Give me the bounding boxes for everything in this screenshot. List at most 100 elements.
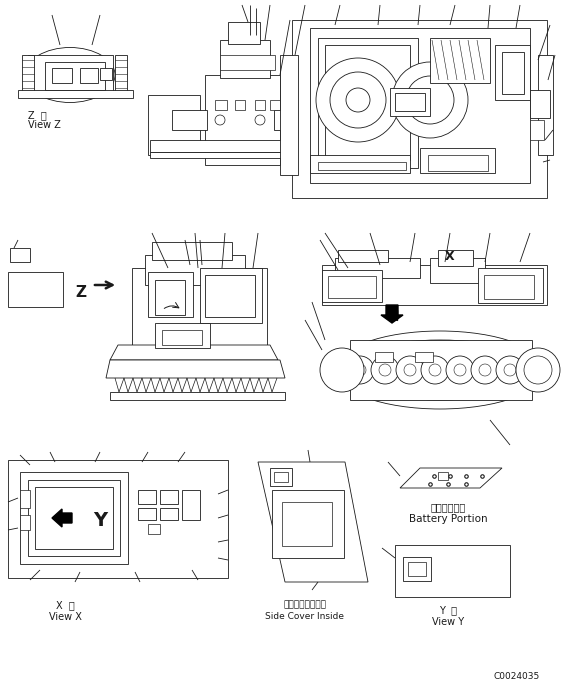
Bar: [478, 268, 543, 303]
Bar: [530, 120, 544, 140]
Bar: [52, 68, 72, 83]
Circle shape: [516, 348, 560, 392]
Text: C0024035: C0024035: [494, 672, 540, 681]
Bar: [403, 557, 431, 581]
Bar: [322, 270, 382, 302]
Bar: [150, 140, 345, 152]
Bar: [110, 392, 285, 400]
Bar: [322, 265, 547, 305]
Bar: [538, 55, 553, 155]
Circle shape: [392, 62, 468, 138]
Bar: [35, 487, 113, 549]
Bar: [335, 258, 420, 278]
Bar: [310, 28, 530, 183]
Bar: [220, 40, 270, 78]
FancyArrow shape: [381, 305, 403, 323]
Bar: [150, 152, 345, 158]
Bar: [100, 68, 112, 80]
Ellipse shape: [335, 331, 545, 409]
Circle shape: [524, 356, 552, 384]
Bar: [220, 55, 275, 70]
Bar: [20, 472, 128, 564]
Text: Z  視: Z 視: [28, 110, 47, 120]
Bar: [215, 100, 227, 110]
Bar: [28, 55, 113, 97]
Bar: [148, 272, 193, 317]
Bar: [138, 490, 156, 504]
Bar: [272, 490, 344, 558]
Bar: [502, 52, 524, 94]
Text: Y  視: Y 視: [439, 605, 457, 615]
Circle shape: [354, 364, 366, 376]
Bar: [428, 155, 488, 171]
Bar: [162, 330, 202, 345]
Bar: [292, 20, 547, 198]
Bar: [205, 75, 280, 165]
Bar: [28, 480, 120, 556]
Bar: [318, 38, 418, 168]
Circle shape: [316, 58, 400, 142]
Circle shape: [471, 356, 499, 384]
Circle shape: [346, 356, 374, 384]
Bar: [145, 255, 245, 285]
Text: View Y: View Y: [432, 617, 464, 627]
Bar: [138, 508, 156, 520]
Circle shape: [496, 356, 524, 384]
Bar: [20, 490, 30, 508]
Bar: [484, 275, 534, 299]
Bar: [310, 155, 410, 173]
Bar: [328, 276, 376, 298]
Text: バッテリー部: バッテリー部: [430, 502, 466, 512]
Bar: [438, 250, 473, 266]
Text: Y: Y: [93, 511, 107, 530]
Circle shape: [406, 76, 454, 124]
Bar: [235, 100, 245, 110]
Bar: [318, 162, 406, 170]
Circle shape: [371, 356, 399, 384]
Bar: [274, 472, 288, 482]
Bar: [390, 88, 430, 116]
Polygon shape: [106, 360, 285, 378]
Bar: [152, 242, 232, 260]
Polygon shape: [258, 462, 368, 582]
Text: X: X: [445, 250, 454, 263]
Bar: [280, 55, 298, 175]
Bar: [8, 272, 63, 307]
Text: Battery Portion: Battery Portion: [408, 514, 488, 524]
Circle shape: [215, 115, 225, 125]
Circle shape: [446, 356, 474, 384]
Text: Z: Z: [75, 285, 86, 300]
Bar: [270, 100, 280, 110]
Bar: [530, 90, 550, 118]
Text: Side Cover Inside: Side Cover Inside: [265, 612, 344, 621]
Bar: [375, 352, 393, 362]
Circle shape: [396, 356, 424, 384]
Bar: [274, 110, 309, 130]
Circle shape: [421, 356, 449, 384]
Bar: [155, 280, 185, 315]
Circle shape: [320, 348, 364, 392]
Bar: [160, 508, 178, 520]
Bar: [350, 340, 532, 400]
Text: サイドカバー内側: サイドカバー内側: [283, 600, 327, 609]
Bar: [80, 68, 98, 83]
Circle shape: [379, 364, 391, 376]
Bar: [18, 90, 133, 98]
Bar: [228, 22, 260, 44]
Circle shape: [255, 115, 265, 125]
Circle shape: [454, 364, 466, 376]
Text: View Z: View Z: [28, 120, 61, 130]
Bar: [395, 545, 510, 597]
Bar: [325, 45, 410, 160]
Bar: [148, 95, 200, 155]
Bar: [205, 275, 255, 317]
Circle shape: [429, 364, 441, 376]
Ellipse shape: [25, 48, 115, 103]
Circle shape: [504, 364, 516, 376]
Bar: [430, 38, 490, 83]
Bar: [395, 93, 425, 111]
Bar: [438, 472, 448, 480]
Bar: [282, 502, 332, 546]
FancyArrow shape: [52, 509, 72, 527]
Bar: [10, 248, 30, 262]
